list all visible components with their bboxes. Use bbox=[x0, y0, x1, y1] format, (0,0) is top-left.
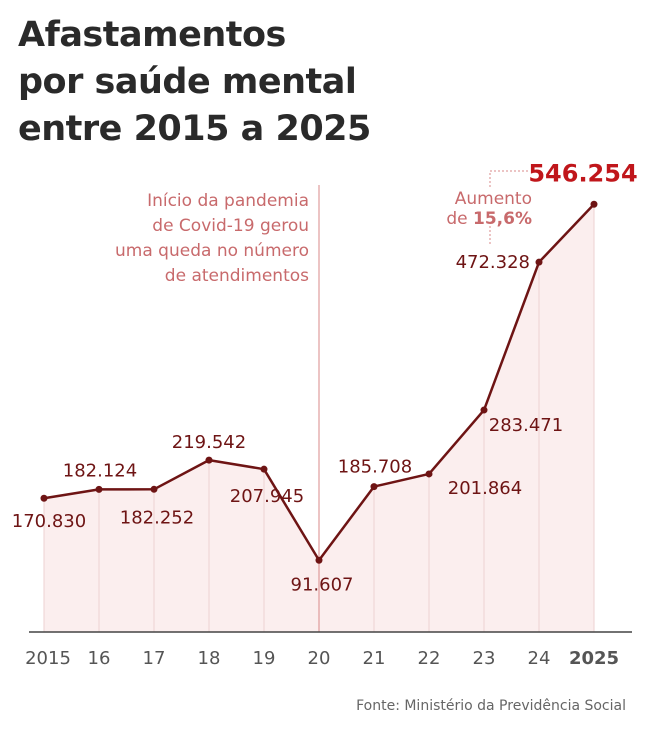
data-label: 472.328 bbox=[456, 252, 530, 273]
data-label: 182.124 bbox=[63, 460, 137, 481]
data-point bbox=[425, 470, 433, 478]
data-label: 219.542 bbox=[172, 432, 246, 453]
chart-title: Afastamentos por saúde mental entre 2015… bbox=[18, 12, 371, 153]
x-tick-label: 21 bbox=[363, 648, 386, 669]
data-label: 283.471 bbox=[489, 415, 563, 436]
data-label: 201.864 bbox=[448, 478, 522, 499]
data-label: 185.708 bbox=[338, 457, 412, 478]
data-point bbox=[260, 465, 268, 473]
data-point bbox=[315, 556, 323, 564]
data-label: 170.830 bbox=[12, 511, 86, 532]
x-tick-label: 17 bbox=[143, 648, 166, 669]
data-point bbox=[150, 485, 158, 493]
data-point bbox=[95, 485, 103, 493]
x-tick-label: 24 bbox=[528, 648, 551, 669]
annotation-connector bbox=[489, 170, 528, 187]
x-tick-label: 23 bbox=[473, 648, 496, 669]
source-note: Fonte: Ministério da Previdência Social bbox=[356, 698, 626, 714]
title-line: por saúde mental bbox=[18, 62, 357, 102]
increase-label: Aumento bbox=[455, 189, 532, 209]
annotation-text: Início da pandemia bbox=[147, 191, 309, 211]
annotation-text: uma queda no número bbox=[115, 241, 309, 261]
increase-value-label: de 15,6% bbox=[446, 209, 532, 229]
data-point bbox=[40, 494, 48, 502]
data-point bbox=[480, 406, 488, 414]
data-point bbox=[535, 258, 543, 266]
x-tick-label: 20 bbox=[308, 648, 331, 669]
x-tick-label: 22 bbox=[418, 648, 441, 669]
x-tick-label: 2025 bbox=[569, 648, 619, 669]
title-line: entre 2015 a 2025 bbox=[18, 109, 371, 149]
x-tick-label: 18 bbox=[198, 648, 221, 669]
title-line: Afastamentos bbox=[18, 15, 286, 55]
data-point bbox=[205, 456, 213, 464]
data-label: 91.607 bbox=[291, 574, 354, 595]
x-tick-label: 16 bbox=[88, 648, 111, 669]
annotation-text: de atendimentos bbox=[165, 266, 309, 286]
data-label: 207.945 bbox=[230, 486, 304, 507]
x-tick-label: 2015 bbox=[25, 648, 71, 669]
data-label: 546.254 bbox=[528, 159, 637, 187]
data-point bbox=[590, 200, 598, 208]
x-tick-label: 19 bbox=[253, 648, 276, 669]
data-label: 182.252 bbox=[120, 507, 194, 528]
annotation-text: de Covid-19 gerou bbox=[152, 216, 309, 236]
area-fill bbox=[44, 204, 594, 632]
data-point bbox=[370, 483, 378, 491]
